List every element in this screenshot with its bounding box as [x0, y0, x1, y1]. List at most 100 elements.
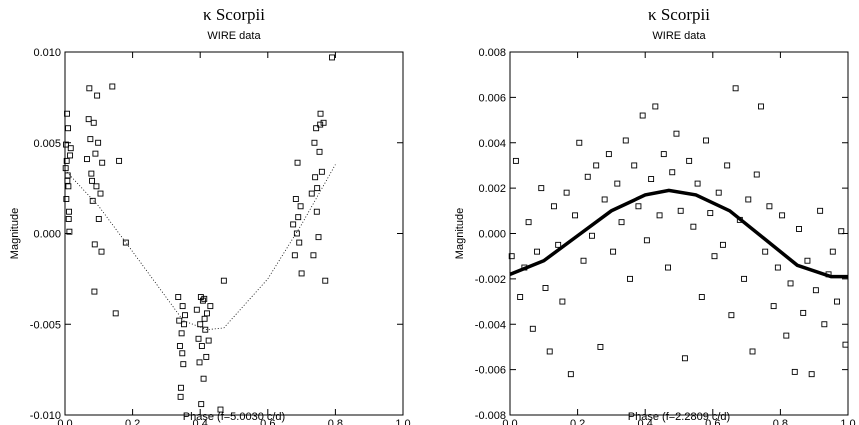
data-point [690, 223, 697, 230]
data-point [313, 208, 320, 215]
data-point [84, 156, 90, 163]
data-point [745, 196, 752, 203]
chart-title: κ Scorpii [203, 5, 265, 24]
data-point [296, 239, 303, 246]
data-point [220, 277, 227, 284]
data-point [193, 306, 200, 313]
data-point [201, 295, 208, 302]
data-point [63, 141, 69, 148]
data-point [635, 203, 642, 210]
data-point [812, 287, 819, 294]
data-point [64, 177, 71, 184]
data-point [732, 85, 739, 92]
x-axis-label: Phase (f=2.2809 c/d) [628, 411, 730, 423]
data-point [753, 171, 760, 178]
x-tick-label: 1.0 [395, 418, 410, 425]
y-tick-label: 0.010 [33, 47, 61, 59]
data-point [681, 355, 688, 362]
chart-subtitle: WIRE data [652, 30, 706, 42]
data-point [89, 177, 95, 184]
x-tick-label: 0.8 [773, 418, 788, 425]
data-point [538, 185, 545, 192]
data-point [317, 110, 324, 117]
data-point [829, 248, 836, 255]
data-point [546, 348, 553, 355]
data-point [308, 190, 315, 197]
data-point [643, 237, 650, 244]
data-point [313, 125, 320, 132]
data-point [559, 298, 566, 305]
panel: κ Scorpii WIRE data Phase (f=5.0030 c/d) Ma… [9, 5, 411, 425]
data-point [93, 183, 100, 190]
data-point [201, 315, 208, 322]
y-tick-label: 0.008 [478, 47, 506, 59]
data-point [766, 203, 773, 210]
data-point [796, 226, 802, 232]
data-point [694, 180, 701, 187]
x-tick-label: 0.8 [328, 418, 343, 425]
data-point [177, 393, 184, 400]
data-point [197, 294, 204, 300]
data-point [65, 216, 72, 222]
plot-frame [509, 51, 849, 416]
data-point [67, 152, 74, 159]
data-point [817, 207, 824, 214]
data-point [63, 157, 70, 164]
data-point [65, 183, 72, 190]
data-point [618, 219, 625, 226]
data-point [317, 121, 324, 128]
data-point [66, 208, 73, 215]
fit-line [509, 188, 848, 279]
data-point [728, 312, 735, 319]
data-point [203, 353, 210, 360]
data-point [298, 270, 305, 277]
data-point [312, 174, 319, 181]
chart-subtitle: WIRE data [207, 30, 261, 42]
data-point [99, 159, 106, 166]
data-point [567, 371, 574, 378]
data-point [758, 103, 764, 110]
data-point [677, 207, 684, 214]
data-point [508, 253, 515, 260]
data-point [711, 253, 718, 260]
data-point [542, 285, 549, 291]
data-point [64, 110, 70, 117]
data-point [95, 216, 102, 222]
data-point [122, 239, 129, 246]
data-point [181, 321, 187, 328]
data-point [294, 159, 301, 166]
data-point [563, 189, 570, 196]
data-point [64, 172, 71, 179]
data-point [207, 303, 214, 310]
x-tick-label: 0.6 [260, 418, 275, 425]
data-point [182, 312, 188, 319]
data-point [779, 212, 786, 219]
x-tick-label: 0.0 [57, 418, 72, 425]
data-point [512, 157, 519, 164]
data-point [88, 170, 95, 177]
data-point [322, 277, 329, 284]
y-tick-label: 0.000 [478, 229, 506, 241]
y-axis-label: Magnitude [454, 208, 466, 259]
data-point [310, 252, 317, 259]
data-point [200, 375, 207, 382]
data-point [179, 350, 186, 357]
data-point [217, 406, 224, 413]
data-point [821, 321, 828, 328]
data-point [198, 401, 205, 408]
data-point [95, 139, 102, 146]
panel: κ Scorpii WIRE data Phase (f=2.2809 c/d) Ma… [454, 5, 856, 425]
data-point [85, 116, 92, 123]
data-point [698, 294, 705, 300]
data-point [517, 294, 524, 300]
data-point [576, 139, 583, 146]
y-tick-label: -0.008 [475, 410, 506, 422]
data-point [762, 248, 769, 255]
data-point [178, 330, 185, 337]
x-tick-label: 1.0 [840, 418, 855, 425]
data-point [707, 210, 714, 217]
data-point [787, 280, 794, 287]
data-point [719, 241, 726, 248]
data-point [98, 248, 105, 255]
data-point [311, 139, 318, 146]
